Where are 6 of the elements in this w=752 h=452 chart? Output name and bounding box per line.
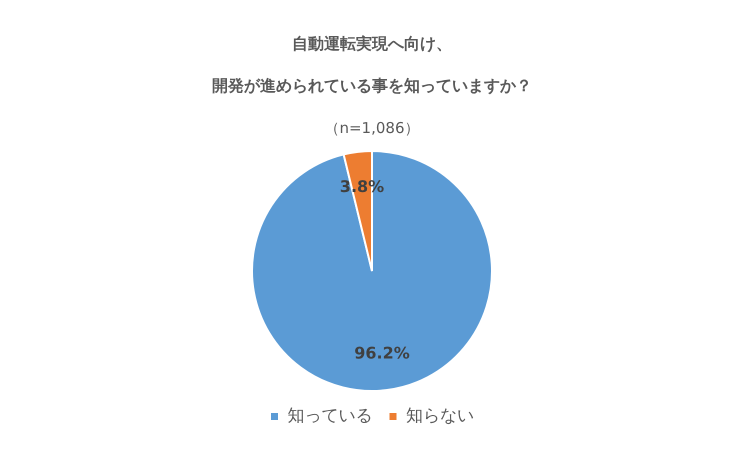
legend-label: 知らない bbox=[406, 406, 474, 426]
chart-title: 自動運転実現へ向け、開発が進められている事を知っていますか？ bbox=[212, 34, 532, 96]
chart-subtitle: （n=1,086） bbox=[324, 118, 420, 137]
legend-label: 知っている bbox=[288, 406, 372, 426]
data-label: 3.8% bbox=[340, 176, 384, 196]
data-label: 96.2% bbox=[354, 344, 410, 363]
